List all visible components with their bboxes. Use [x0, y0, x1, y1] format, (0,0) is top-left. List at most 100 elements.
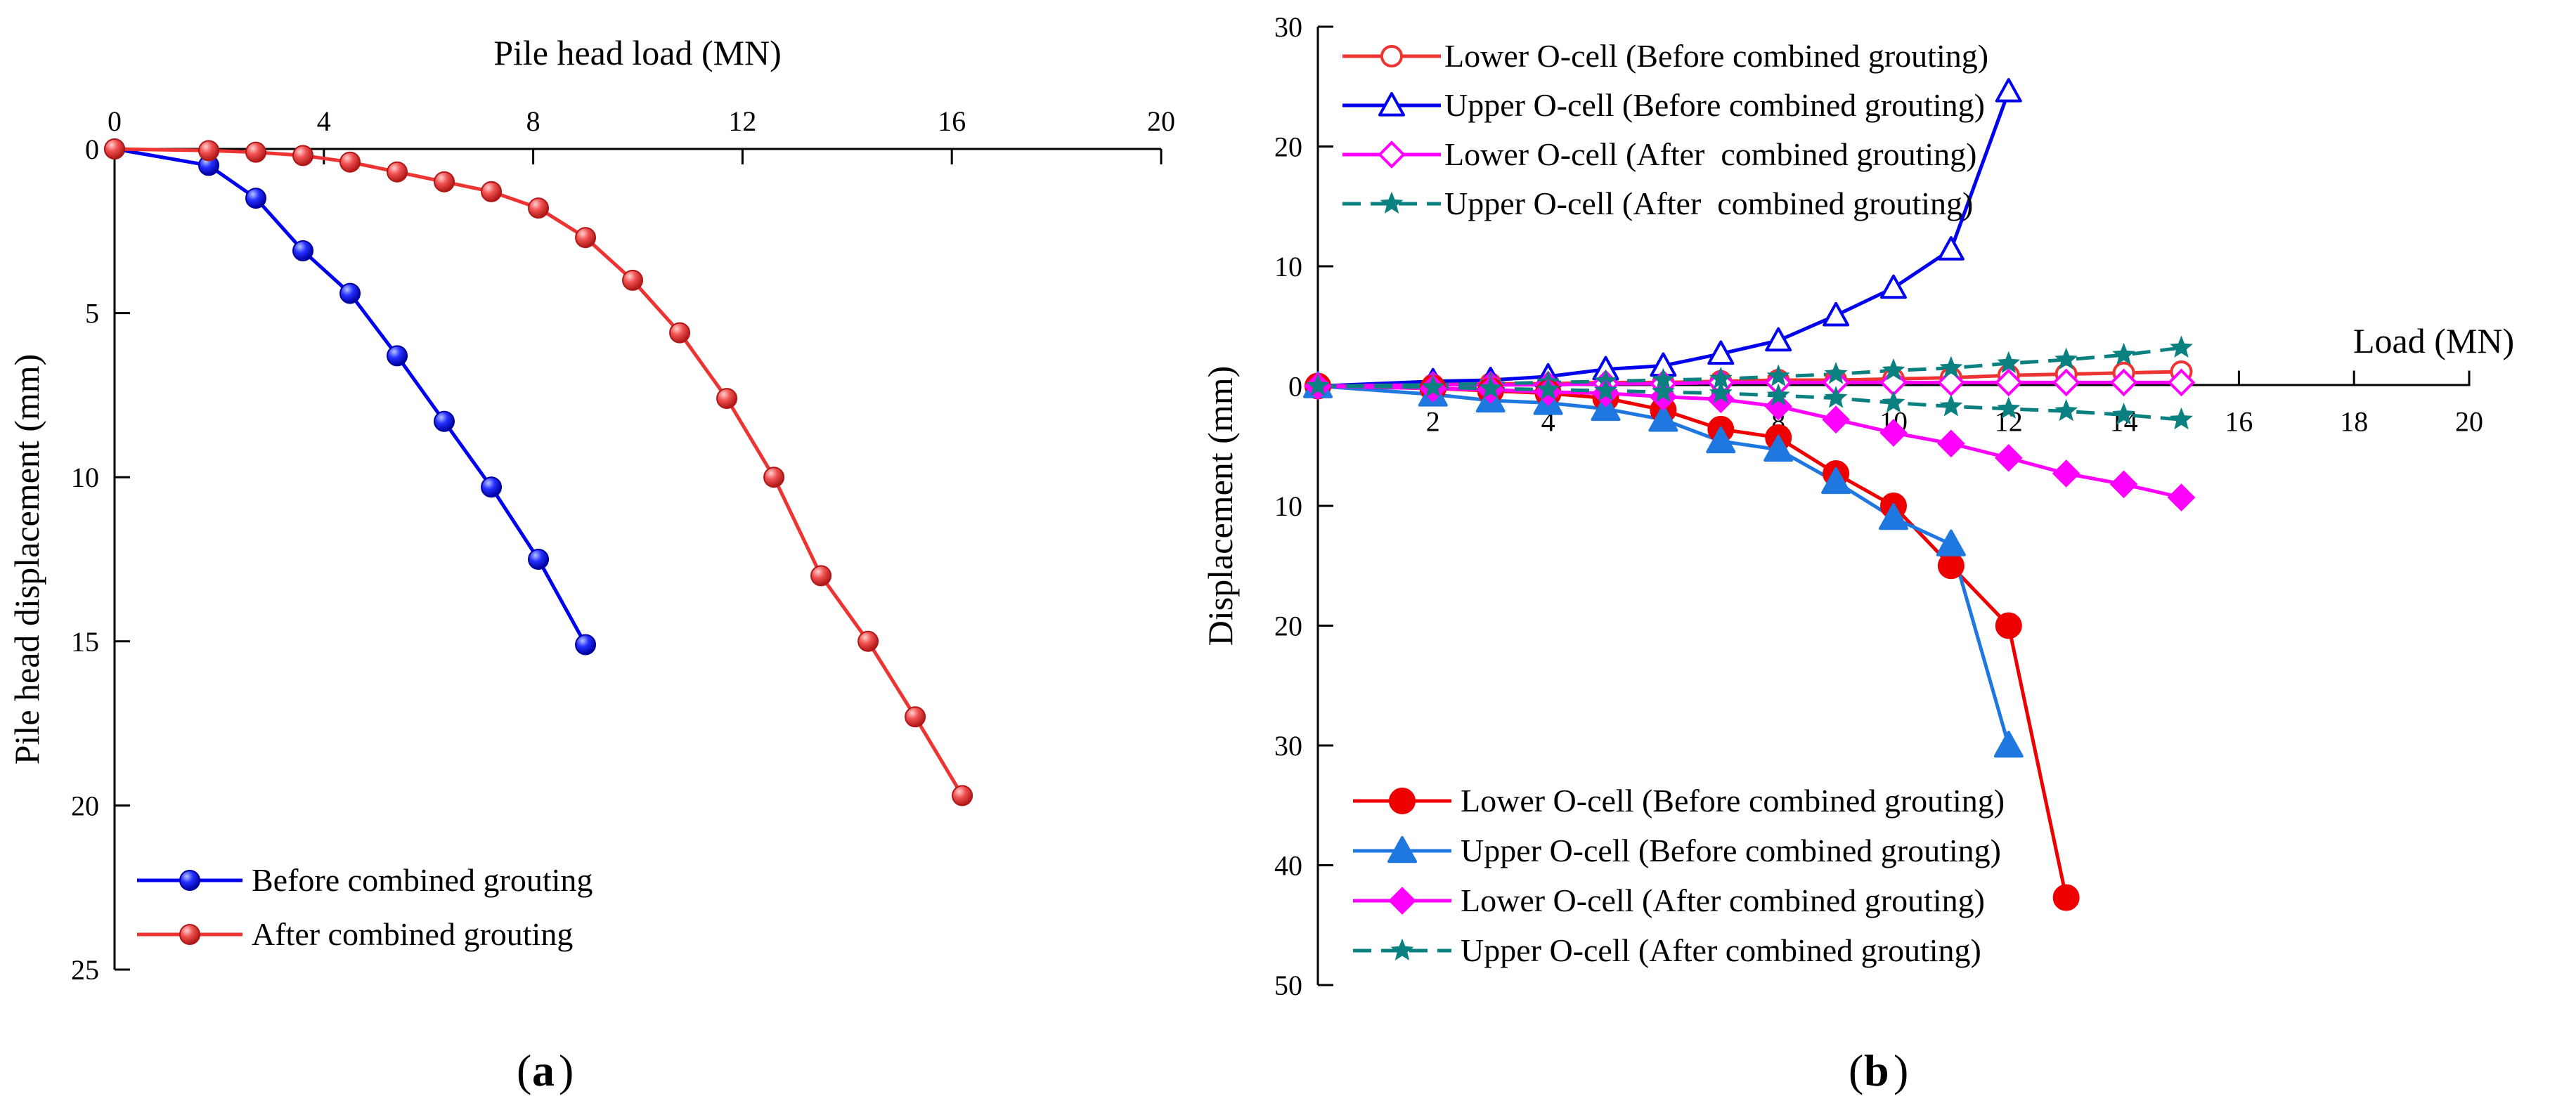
panel-a-point-before-combined-grouting — [387, 345, 408, 367]
panel-b-y-tick-label: 50 — [1274, 970, 1302, 1001]
panel-b-y-axis-label: Displacement (mm) — [1200, 366, 1240, 646]
panel-b-filled-point-upper-o-cell-after-combined-grouting — [1882, 391, 1905, 413]
panel-a-point-after-combined-grouting — [198, 140, 220, 162]
panel-b-label: ( b ) — [1849, 1045, 1908, 1095]
panel-a-point-after-combined-grouting — [387, 161, 408, 183]
panel-b-y-tick-label: 10 — [1274, 251, 1302, 282]
panel-a-point-after-combined-grouting — [905, 706, 926, 728]
panel-b-filled-point-upper-o-cell-after-combined-grouting — [1421, 374, 1445, 398]
panel-b-filled-point-upper-o-cell-after-combined-grouting — [1766, 383, 1790, 406]
panel-b-open-point-upper-o-cell-before-combined-grouting — [1823, 301, 1850, 327]
panel-b-filled-point-lower-o-cell-before-combined-grouting — [1995, 612, 2022, 639]
panel-a-point-before-combined-grouting — [434, 410, 455, 432]
panel-b-filled-point-lower-o-cell-after-combined-grouting — [1822, 405, 1850, 434]
panel-a-point-after-combined-grouting — [339, 151, 361, 173]
panel-b-filled-point-lower-o-cell-after-combined-grouting — [2167, 483, 2196, 511]
panel-a-series-markers — [104, 138, 973, 807]
panel-b-filled-line-upper-o-cell-before-combined-grouting — [1317, 384, 2011, 746]
legend-label-after-grouting: After combined grouting — [252, 916, 573, 952]
panel-a-x-tick-label: 20 — [1147, 105, 1175, 137]
panel-a-point-before-combined-grouting — [575, 634, 597, 656]
panel-b-open-point-upper-o-cell-before-combined-grouting — [1995, 78, 2022, 103]
panel-b-open-point-upper-o-cell-before-combined-grouting — [1937, 236, 1965, 261]
panel-a-point-before-combined-grouting — [528, 549, 550, 570]
panel-b-filled-point-lower-o-cell-after-combined-grouting — [1937, 429, 1965, 458]
panel-a-x-tick-label: 4 — [317, 105, 331, 137]
panel-b-filled-point-upper-o-cell-before-combined-grouting — [1879, 503, 1908, 530]
panel-b-open-point-upper-o-cell-after-combined-grouting — [2112, 342, 2136, 365]
panel-b-x-tick-label: 18 — [2340, 406, 2368, 438]
panel-b-filled-point-upper-o-cell-after-combined-grouting — [1709, 381, 1733, 403]
panel-b-open-legend-marker-lower-o-cell-before-combined-grouting — [1380, 45, 1403, 67]
panel-b-filled-point-lower-o-cell-after-combined-grouting — [2052, 460, 2080, 488]
panel-b-filled-point-upper-o-cell-before-combined-grouting — [1993, 731, 2024, 758]
panel-a-point-after-combined-grouting — [763, 467, 785, 488]
panel-b-legend-open-markers: Lower O-cell (Before combined grouting) U… — [1342, 38, 1988, 221]
panel-b-legend-filled-markers: Lower O-cell (Before combined grouting) U… — [1353, 783, 2005, 968]
panel-a-label-letter: a — [532, 1045, 555, 1095]
panel-b-filled-point-lower-o-cell-after-combined-grouting — [1994, 443, 2023, 472]
svg-text:): ) — [559, 1045, 574, 1095]
panel-b-open-point-upper-o-cell-after-combined-grouting — [1824, 362, 1848, 384]
panel-b-filled-legend-marker-upper-o-cell-after-combined-grouting — [1390, 938, 1414, 960]
panel-b-filled-point-lower-o-cell-before-combined-grouting — [2052, 884, 2080, 911]
panel-b-filled-point-upper-o-cell-after-combined-grouting — [1594, 378, 1617, 401]
panel-b-open-legend-marker-lower-o-cell-after-combined-grouting — [1378, 141, 1406, 169]
panel-a-y-axis-label: Pile head displacement (mm) — [7, 354, 46, 765]
panel-b-open-point-upper-o-cell-before-combined-grouting — [1707, 340, 1735, 365]
panel-a-y-tick-label: 20 — [71, 790, 99, 821]
panel-a-point-before-combined-grouting — [481, 476, 503, 498]
panel-b-open-point-upper-o-cell-after-combined-grouting — [1939, 356, 1963, 378]
panel-b-filled-point-upper-o-cell-before-combined-grouting — [1763, 434, 1794, 462]
panel-b-open-point-upper-o-cell-after-combined-grouting — [1882, 358, 1905, 381]
panel-b-filled-point-lower-o-cell-after-combined-grouting — [2109, 470, 2138, 499]
panel-b-open-legend-label: Upper O-cell (After combined grouting) — [1444, 185, 1973, 221]
panel-a-point-before-combined-grouting — [339, 282, 361, 304]
panel-b-open-point-upper-o-cell-after-combined-grouting — [1997, 351, 2021, 374]
panel-b-open-legend-label: Lower O-cell (Before combined grouting) — [1444, 38, 1988, 74]
panel-b-filled-point-upper-o-cell-after-combined-grouting — [1939, 394, 1963, 417]
panel-b-filled-point-lower-o-cell-before-combined-grouting — [1937, 552, 1965, 580]
panel-b-open-line-upper-o-cell-before-combined-grouting — [1317, 91, 2011, 388]
panel-b-filled-point-upper-o-cell-after-combined-grouting — [1306, 374, 1330, 396]
chart-panel-b: 246810121416182030201001020304050 Load (… — [1200, 11, 2514, 1095]
panel-b-filled-point-upper-o-cell-after-combined-grouting — [1997, 396, 2021, 419]
panel-a-x-axis-label: Pile head load (MN) — [493, 33, 782, 72]
panel-a-line-before-combined-grouting — [114, 147, 588, 646]
panel-b-filled-point-lower-o-cell-after-combined-grouting — [1879, 419, 1908, 447]
panel-b-y-tick-label: 20 — [1274, 131, 1302, 163]
panel-a-point-after-combined-grouting — [528, 197, 550, 219]
panel-b-filled-legend-label: Upper O-cell (After combined grouting) — [1461, 932, 1981, 968]
panel-b-filled-point-lower-o-cell-after-combined-grouting — [1764, 392, 1793, 421]
panel-b-open-point-upper-o-cell-before-combined-grouting — [1765, 327, 1792, 352]
svg-text:(: ( — [517, 1045, 531, 1095]
panel-a-y-tick-label: 5 — [85, 298, 99, 330]
panel-b-filled-point-upper-o-cell-after-combined-grouting — [1536, 377, 1560, 400]
panel-b-y-tick-label: 30 — [1274, 11, 1302, 43]
panel-b-filled-legend-label: Lower O-cell (After combined grouting) — [1461, 882, 1985, 918]
panel-a-point-after-combined-grouting — [481, 181, 503, 202]
panel-b-y-tick-label: 0 — [1288, 371, 1302, 403]
panel-a-axes — [113, 148, 1161, 970]
panel-a-point-after-combined-grouting — [857, 630, 879, 652]
panel-b-open-point-upper-o-cell-after-combined-grouting — [2054, 347, 2078, 370]
panel-a-x-tick-label: 0 — [108, 105, 122, 137]
legend-marker-after-grouting — [179, 924, 200, 945]
panel-b-open-point-lower-o-cell-after-combined-grouting — [2109, 368, 2138, 397]
panel-b-filled-legend-label: Lower O-cell (Before combined grouting) — [1461, 783, 2005, 819]
panel-b-filled-point-upper-o-cell-after-combined-grouting — [1651, 379, 1675, 403]
panel-a-point-before-combined-grouting — [292, 240, 314, 261]
panel-a-point-after-combined-grouting — [952, 785, 973, 807]
panel-a-legend: Before combined grouting After combined … — [137, 862, 593, 952]
panel-a-x-tick-label: 16 — [938, 105, 966, 137]
panel-a-series-lines — [114, 147, 964, 797]
panel-b-y-tick-label: 10 — [1274, 490, 1302, 522]
panel-a-point-after-combined-grouting — [622, 269, 644, 291]
panel-b-filled-legend-marker-lower-o-cell-after-combined-grouting — [1388, 887, 1416, 915]
panel-b-x-tick-label: 16 — [2225, 406, 2253, 438]
legend-label-before-grouting: Before combined grouting — [252, 862, 593, 898]
panel-b-open-point-lower-o-cell-after-combined-grouting — [2167, 368, 2196, 397]
panel-b-filled-legend-marker-upper-o-cell-before-combined-grouting — [1387, 836, 1417, 863]
panel-b-x-tick-label: 2 — [1426, 406, 1440, 438]
